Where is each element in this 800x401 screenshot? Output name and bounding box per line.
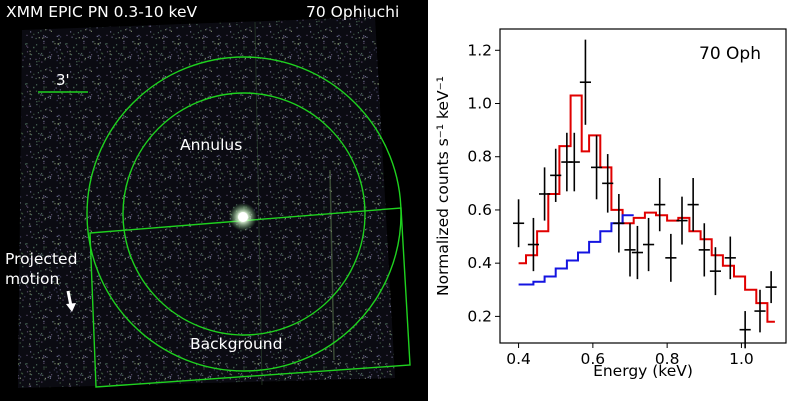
x-axis-label: Energy (keV) bbox=[593, 362, 693, 380]
data-point bbox=[665, 233, 677, 282]
image-title: XMM EPIC PN 0.3-10 keV bbox=[6, 3, 197, 21]
y-tick-label: 0.8 bbox=[467, 148, 492, 166]
panel-title: 70 Oph bbox=[699, 44, 761, 64]
y-axis: 0.2 0.4 0.6 0.8 1.0 1.2 bbox=[467, 41, 500, 325]
x-tick-label: 1.0 bbox=[729, 350, 754, 368]
plot-frame bbox=[499, 28, 787, 344]
data-point bbox=[602, 154, 614, 213]
data-point bbox=[539, 167, 551, 221]
data-point bbox=[739, 311, 751, 349]
data-point bbox=[709, 247, 721, 296]
data-point bbox=[613, 193, 625, 253]
readout-streak bbox=[329, 169, 335, 361]
data-point bbox=[724, 236, 736, 280]
data-point bbox=[698, 223, 710, 277]
data-point bbox=[579, 39, 591, 125]
data-point bbox=[754, 289, 766, 333]
data-point bbox=[631, 225, 643, 280]
annulus-label: Annulus bbox=[180, 136, 242, 154]
annulus-inner-circle bbox=[122, 92, 366, 336]
spectrum-panel: 0.2 0.4 0.6 0.8 1.0 1.2 0.4 0.6 0.8 1.0 70 Oph E… bbox=[434, 28, 787, 380]
chip-gap-vertical bbox=[254, 21, 263, 386]
source-core bbox=[238, 212, 248, 222]
y-tick-label: 0.6 bbox=[467, 201, 492, 219]
component-model-line bbox=[518, 214, 634, 286]
data-points bbox=[513, 39, 777, 349]
y-axis-label: Normalized counts s⁻¹ keV⁻¹ bbox=[434, 76, 452, 296]
background-label: Background bbox=[190, 335, 282, 353]
y-tick-label: 0.2 bbox=[467, 307, 492, 325]
data-point bbox=[654, 178, 666, 232]
data-point bbox=[676, 196, 688, 245]
data-point bbox=[550, 148, 562, 202]
x-tick-label: 0.8 bbox=[655, 350, 680, 368]
x-tick-label: 0.6 bbox=[581, 350, 606, 368]
model-series bbox=[518, 94, 775, 323]
xray-image-panel: 3' XMM EPIC PN 0.3-10 keV 70 Ophiuchi An… bbox=[0, 0, 428, 401]
data-point bbox=[513, 199, 525, 248]
data-point bbox=[643, 217, 655, 272]
detector-field bbox=[18, 17, 395, 388]
y-tick-label: 0.4 bbox=[467, 254, 492, 272]
target-name: 70 Ophiuchi bbox=[306, 3, 399, 21]
scale-label: 3' bbox=[56, 71, 70, 89]
data-point bbox=[527, 217, 539, 272]
total-model-line bbox=[518, 94, 775, 323]
data-point bbox=[624, 223, 636, 277]
y-tick-label: 1.0 bbox=[467, 95, 492, 113]
data-point bbox=[765, 271, 777, 304]
projected-motion-arrow bbox=[66, 290, 76, 312]
background-region-box bbox=[89, 207, 411, 388]
y-tick-label: 1.2 bbox=[467, 41, 492, 59]
motion-label-line2: motion bbox=[5, 270, 59, 288]
x-axis: 0.4 0.6 0.8 1.0 bbox=[506, 343, 754, 368]
data-point bbox=[687, 178, 699, 232]
data-point bbox=[591, 135, 603, 200]
x-tick-label: 0.4 bbox=[506, 350, 531, 368]
data-point bbox=[568, 132, 580, 192]
motion-label-line1: Projected bbox=[5, 250, 77, 268]
